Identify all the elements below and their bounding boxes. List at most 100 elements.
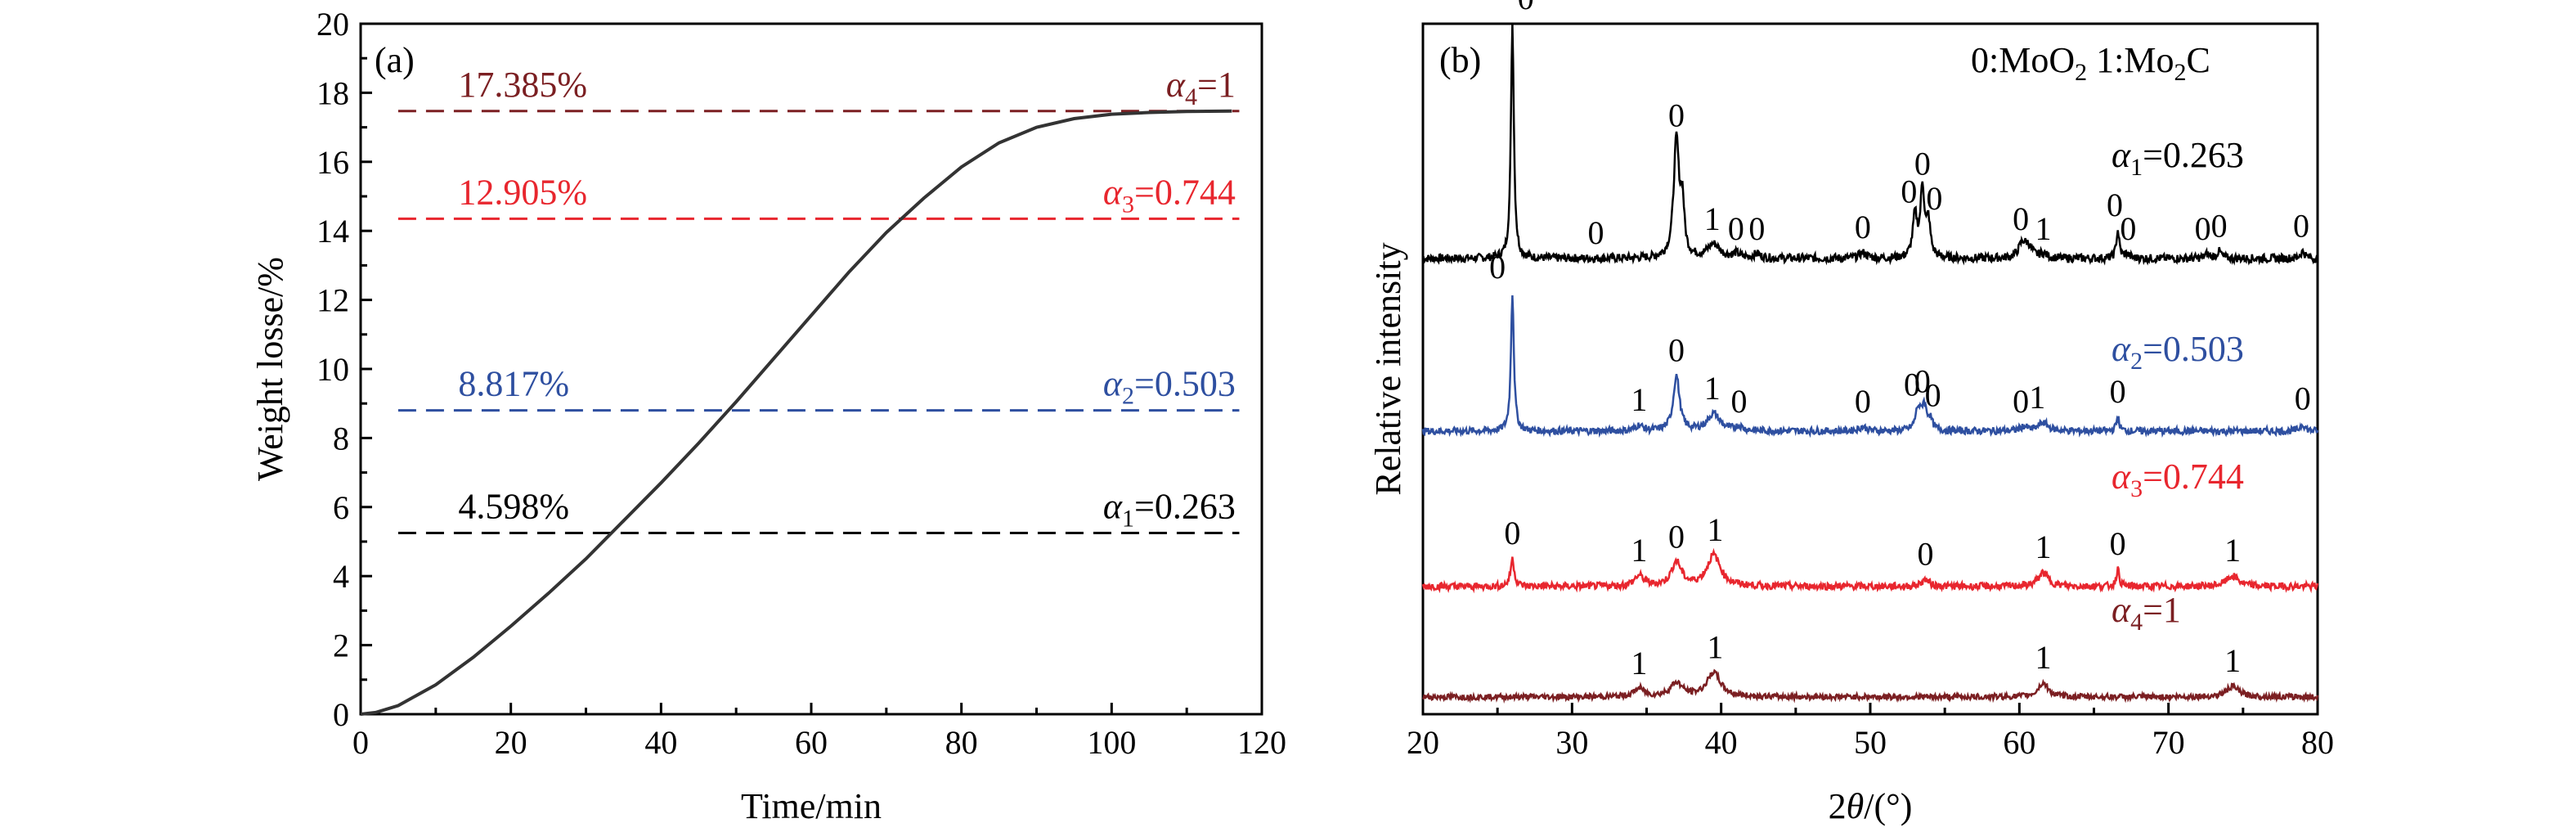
- b-alpha-label: α4=1: [2112, 590, 2181, 636]
- b-xtick-label: 40: [1705, 724, 1738, 761]
- peak-label: 1: [1631, 532, 1647, 569]
- a-ytick-label: 16: [316, 144, 349, 181]
- b-xtick-label: 80: [2301, 724, 2334, 761]
- b-xlabel-theta: θ: [1847, 786, 1865, 826]
- alpha-symbol: α: [1103, 172, 1123, 212]
- b-xtick-label: 20: [1407, 724, 1439, 761]
- b-alpha-label: α3=0.744: [2112, 456, 2244, 502]
- peak-label: 0: [1668, 97, 1685, 133]
- peak-label: 1: [2224, 532, 2241, 569]
- legend-sub1: 2: [2075, 59, 2087, 86]
- panel-b-frame: [1421, 22, 2319, 716]
- peak-label: 0: [1855, 383, 1871, 420]
- alpha-value: =0.503: [1134, 364, 1236, 404]
- a-xtick-label: 80: [945, 724, 978, 761]
- peak-label: 0: [1489, 249, 1506, 286]
- a-xtick-label: 100: [1087, 724, 1136, 761]
- peak-label: 0: [2107, 187, 2123, 223]
- panel-b-series: [1421, 23, 2319, 704]
- a-percent-label: 12.905%: [458, 172, 587, 212]
- peak-label: 0: [1901, 173, 1917, 209]
- peak-label: 0: [2211, 208, 2228, 245]
- peak-label: 0: [2110, 525, 2126, 562]
- b-xlabel-suffix: /(°): [1864, 786, 1912, 826]
- peak-label: 0: [2013, 200, 2029, 237]
- alpha-subscript: 2: [1122, 383, 1134, 410]
- panel-b-peak-labels: 0001000000010000001010000001000101010111…: [1489, 0, 2311, 681]
- peak-label: 0: [1728, 210, 1744, 247]
- peak-label: 0: [1904, 367, 1920, 403]
- a-alpha-label: α3=0.744: [1103, 172, 1236, 218]
- legend-part2: 1:Mo: [2087, 40, 2174, 80]
- alpha-value: =1: [1197, 65, 1236, 105]
- b-xtick-label: 60: [2003, 724, 2035, 761]
- a-ytick-label: 20: [316, 6, 349, 43]
- peak-label: 0: [1914, 362, 1931, 399]
- peak-label: 0: [2110, 373, 2126, 410]
- a-ytick-label: 14: [316, 213, 349, 250]
- panel-b-legend-text: 0:MoO2 1:Mo2C: [1971, 40, 2210, 86]
- a-percent-label: 8.817%: [458, 364, 569, 404]
- b-xtick-label: 70: [2152, 724, 2185, 761]
- panel-b-ticks: 20 30 40 50 60 70 80: [1407, 703, 2334, 761]
- peak-label: 1: [1631, 381, 1647, 418]
- alpha-subscript: 3: [1122, 191, 1134, 218]
- peak-label: 1: [1707, 628, 1723, 665]
- a-xtick-label: 20: [495, 724, 527, 761]
- a-ytick-label: 8: [333, 420, 349, 456]
- a-percent-label: 17.385%: [458, 65, 587, 105]
- xrd-pattern: [1421, 547, 2319, 594]
- xrd-pattern: [1422, 23, 2318, 266]
- peak-label: 0: [1504, 515, 1520, 551]
- peak-label: 1: [2035, 210, 2052, 247]
- alpha-symbol: α: [1103, 364, 1123, 404]
- weight-loss-curve: [360, 109, 1232, 716]
- peak-label: 0: [1668, 331, 1685, 368]
- panel-a-label: (a): [375, 40, 415, 80]
- a-alpha-label: α2=0.503: [1103, 364, 1236, 410]
- legend-part1: 0:MoO: [1971, 40, 2075, 80]
- a-ytick-label: 6: [333, 489, 349, 526]
- peak-label: 0: [1588, 214, 1604, 251]
- peak-label: 1: [2224, 642, 2241, 679]
- peak-label: 0: [1925, 376, 1941, 413]
- a-xtick-label: 60: [795, 724, 828, 761]
- alpha-symbol: α: [2112, 135, 2131, 175]
- a-ytick-label: 10: [316, 351, 349, 388]
- peak-label: 0: [2295, 380, 2311, 417]
- b-xlabel-prefix: 2: [1829, 786, 1847, 826]
- peak-label: 0: [1926, 180, 1942, 217]
- panel-b-xlabel: 2θ/(°): [1829, 786, 1913, 826]
- legend-part3: C: [2186, 40, 2210, 80]
- peak-label: 0: [2293, 208, 2309, 245]
- a-ytick-label: 12: [316, 282, 349, 319]
- b-alpha-label: α2=0.503: [2112, 329, 2244, 375]
- peak-label: 0: [1668, 518, 1685, 555]
- alpha-symbol: α: [2112, 456, 2131, 497]
- peak-label: 1: [1704, 370, 1721, 407]
- peak-label: 0: [1914, 146, 1931, 182]
- a-ytick-label: 4: [333, 558, 349, 595]
- a-alpha-label: α4=1: [1166, 65, 1236, 110]
- a-ytick-label: 2: [333, 627, 349, 664]
- peak-label: 0: [1855, 209, 1871, 245]
- legend-sub2: 2: [2174, 59, 2186, 86]
- alpha-value: =0.263: [2143, 135, 2244, 175]
- peak-label: 0: [1917, 535, 1933, 572]
- alpha-symbol: α: [2112, 329, 2131, 369]
- peak-label: 1: [1707, 511, 1723, 548]
- alpha-subscript: 4: [1185, 83, 1197, 110]
- a-percent-label: 4.598%: [458, 486, 569, 526]
- xrd-pattern: [1422, 668, 2319, 704]
- alpha-value: =1: [2143, 590, 2181, 630]
- panel-b-ylabel: Relative intensity: [1368, 242, 1408, 495]
- b-xtick-label: 50: [1854, 724, 1887, 761]
- b-alpha-label: α1=0.263: [2112, 135, 2244, 181]
- xrd-pattern: [1421, 295, 2319, 438]
- panel-b-label: (b): [1439, 40, 1481, 80]
